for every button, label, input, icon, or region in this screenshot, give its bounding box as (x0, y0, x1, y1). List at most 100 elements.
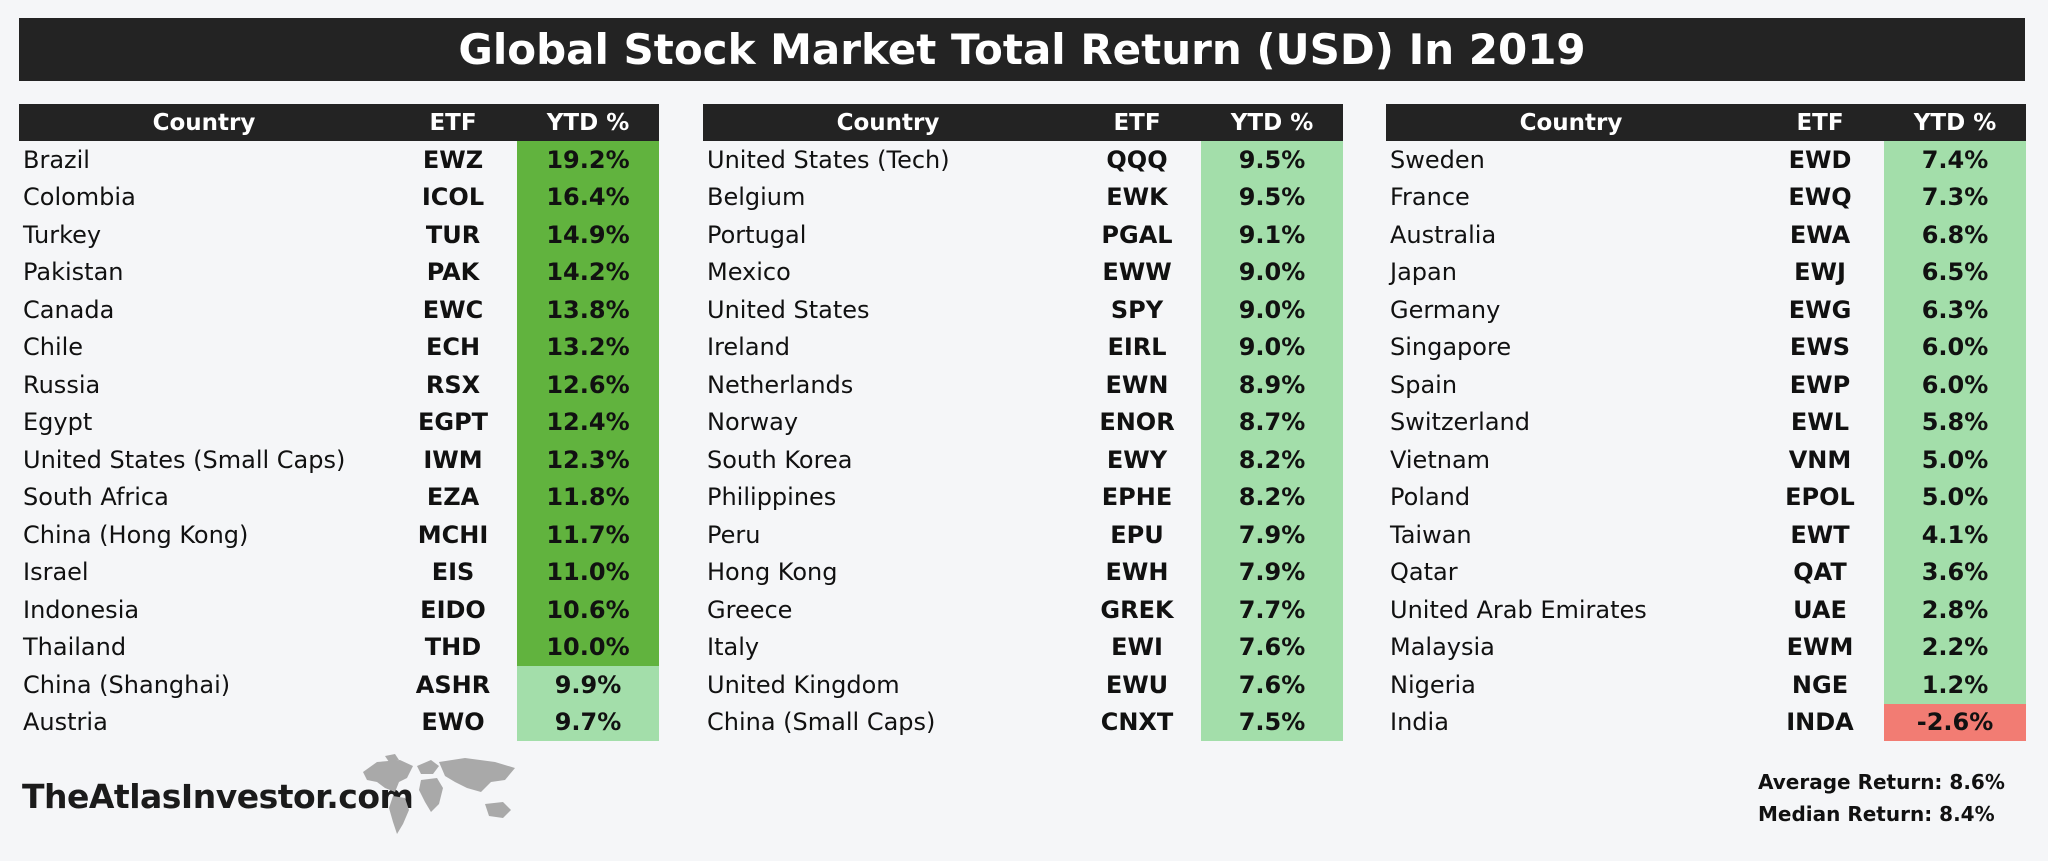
country-cell: Greece (707, 595, 793, 624)
ytd-cell: 11.8% (517, 478, 659, 516)
table-row: Thailand THD 10.0% (19, 628, 659, 666)
ytd-cell: 1.2% (1884, 666, 2026, 704)
country-cell: Malaysia (1390, 633, 1495, 662)
ytd-cell: 19.2% (517, 141, 659, 179)
country-cell: Ireland (707, 333, 791, 362)
etf-cell: EWI (1111, 633, 1163, 662)
etf-cell: GREK (1100, 595, 1174, 624)
table-header: Country ETF YTD % (1386, 104, 2026, 141)
etf-cell: EIDO (420, 595, 486, 624)
country-cell: Hong Kong (707, 558, 838, 587)
header-ytd: YTD % (1913, 109, 1997, 136)
ytd-cell: 11.0% (517, 553, 659, 591)
table-row: Germany EWG 6.3% (1386, 291, 2026, 329)
table-row: Israel EIS 11.0% (19, 553, 659, 591)
country-cell: Netherlands (707, 370, 854, 399)
header-etf: ETF (1113, 109, 1161, 136)
table-row: United States (Small Caps) IWM 12.3% (19, 441, 659, 479)
ytd-cell: 9.0% (1201, 328, 1343, 366)
country-cell: Switzerland (1390, 408, 1530, 437)
etf-cell: EWU (1105, 670, 1169, 699)
country-cell: Pakistan (23, 258, 124, 287)
table-row: Malaysia EWM 2.2% (1386, 628, 2026, 666)
etf-cell: THD (424, 633, 482, 662)
ytd-cell: 6.0% (1884, 328, 2026, 366)
table-row: Spain EWP 6.0% (1386, 366, 2026, 404)
etf-cell: ENOR (1099, 408, 1175, 437)
etf-cell: TUR (425, 220, 481, 249)
country-cell: United States (707, 295, 870, 324)
etf-cell: EWQ (1788, 183, 1852, 212)
table-row: Sweden EWD 7.4% (1386, 141, 2026, 179)
ytd-cell: 5.8% (1884, 403, 2026, 441)
table-row: Norway ENOR 8.7% (703, 403, 1343, 441)
table-row: Hong Kong EWH 7.9% (703, 553, 1343, 591)
page-title: Global Stock Market Total Return (USD) I… (19, 18, 2025, 81)
etf-cell: EPHE (1101, 483, 1173, 512)
ytd-cell: 4.1% (1884, 516, 2026, 554)
ytd-cell: 7.5% (1201, 703, 1343, 741)
table-row: India INDA -2.6% (1386, 703, 2026, 741)
country-cell: Sweden (1390, 145, 1485, 174)
country-cell: Spain (1390, 370, 1458, 399)
returns-table-1: Country ETF YTD % Brazil EWZ 19.2% Colombia… (19, 104, 659, 741)
table-row: Japan EWJ 6.5% (1386, 253, 2026, 291)
etf-cell: EZA (426, 483, 480, 512)
etf-cell: CNXT (1100, 708, 1174, 737)
table-row: South Korea EWY 8.2% (703, 441, 1343, 479)
ytd-cell: 14.9% (517, 216, 659, 254)
country-cell: United Kingdom (707, 670, 900, 699)
table-row: Indonesia EIDO 10.6% (19, 591, 659, 629)
country-cell: Germany (1390, 295, 1501, 324)
ytd-cell: 9.0% (1201, 291, 1343, 329)
country-cell: Taiwan (1390, 520, 1472, 549)
ytd-cell: 12.3% (517, 441, 659, 479)
country-cell: France (1390, 183, 1470, 212)
country-cell: South Korea (707, 445, 853, 474)
etf-cell: EPU (1110, 520, 1164, 549)
table-row: China (Shanghai) ASHR 9.9% (19, 666, 659, 704)
etf-cell: EWT (1790, 520, 1850, 549)
country-cell: United States (Tech) (707, 145, 950, 174)
etf-cell: EWL (1790, 408, 1850, 437)
country-cell: Australia (1390, 220, 1497, 249)
etf-cell: VNM (1788, 445, 1852, 474)
ytd-cell: 8.2% (1201, 441, 1343, 479)
etf-cell: EIS (431, 558, 475, 587)
country-cell: Nigeria (1390, 670, 1476, 699)
table-row: United Kingdom EWU 7.6% (703, 666, 1343, 704)
ytd-cell: 7.7% (1201, 591, 1343, 629)
ytd-cell: 5.0% (1884, 441, 2026, 479)
country-cell: Philippines (707, 483, 837, 512)
ytd-cell: 2.8% (1884, 591, 2026, 629)
table-row: United States SPY 9.0% (703, 291, 1343, 329)
table-row: Portugal PGAL 9.1% (703, 216, 1343, 254)
etf-cell: ICOL (421, 183, 485, 212)
header-country: Country (836, 109, 940, 136)
table-row: China (Small Caps) CNXT 7.5% (703, 703, 1343, 741)
ytd-cell: 8.2% (1201, 478, 1343, 516)
table-row: United Arab Emirates UAE 2.8% (1386, 591, 2026, 629)
table-row: South Africa EZA 11.8% (19, 478, 659, 516)
etf-cell: QAT (1793, 558, 1847, 587)
ytd-cell: 10.6% (517, 591, 659, 629)
etf-cell: EWA (1789, 220, 1851, 249)
country-cell: Belgium (707, 183, 806, 212)
country-cell: Turkey (23, 220, 102, 249)
etf-cell: EWC (422, 295, 484, 324)
country-cell: Peru (707, 520, 761, 549)
header-etf: ETF (429, 109, 477, 136)
table-row: Greece GREK 7.7% (703, 591, 1343, 629)
etf-cell: INDA (1786, 708, 1854, 737)
table-row: Brazil EWZ 19.2% (19, 141, 659, 179)
country-cell: Austria (23, 708, 108, 737)
table-row: Austria EWO 9.7% (19, 703, 659, 741)
table-row: Chile ECH 13.2% (19, 328, 659, 366)
table-row: Colombia ICOL 16.4% (19, 178, 659, 216)
header-ytd: YTD % (546, 109, 630, 136)
table-row: Netherlands EWN 8.9% (703, 366, 1343, 404)
table-row: China (Hong Kong) MCHI 11.7% (19, 516, 659, 554)
table-row: France EWQ 7.3% (1386, 178, 2026, 216)
table-row: Qatar QAT 3.6% (1386, 553, 2026, 591)
table-row: Ireland EIRL 9.0% (703, 328, 1343, 366)
